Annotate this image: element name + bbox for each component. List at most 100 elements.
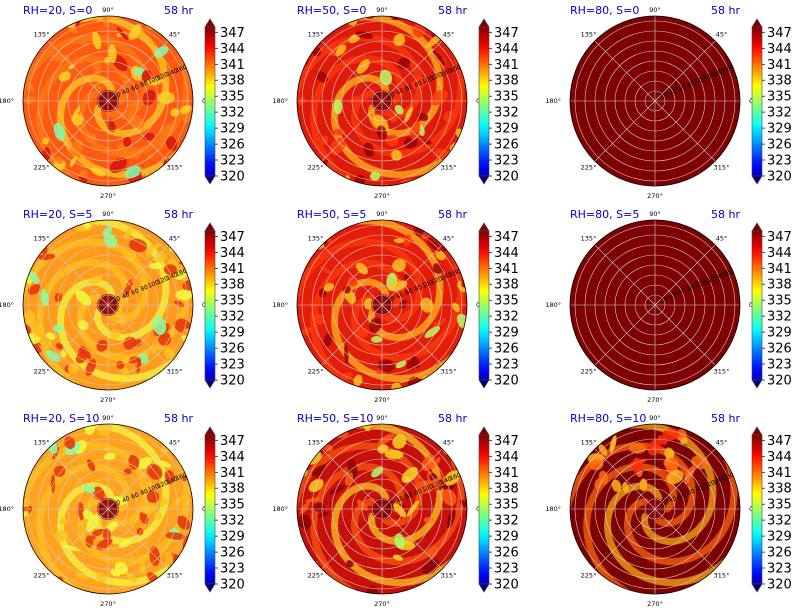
polar-frame (296, 423, 468, 595)
radial-tick-label: 140 (713, 271, 726, 282)
radial-tick-label: 160 (449, 268, 462, 279)
colorbar-tick-label: 332 (767, 106, 792, 121)
radial-tick-label: 80 (140, 80, 150, 89)
radial-tick-label: 120 (430, 71, 443, 82)
angle-tick-label: 225° (34, 572, 50, 580)
colorbar-tick-label: 341 (767, 58, 792, 73)
radial-tick-label: 60 (130, 287, 140, 296)
colorbar-bar (478, 26, 490, 177)
colorbar-tick-label: 344 (494, 42, 519, 57)
angle-tick-label: 270° (647, 192, 663, 200)
colorbar-tick-label: 329 (220, 326, 245, 341)
radial-tick-label: 100 (694, 483, 707, 494)
colorbar-tick-label: 338 (494, 482, 519, 497)
polar-frame (569, 423, 741, 595)
radial-tick-label: 60 (130, 491, 140, 500)
radial-tick-label: 140 (166, 67, 179, 78)
colorbar-tick-label: 335 (220, 498, 245, 513)
colorbar-bar (478, 434, 490, 585)
polar-panel-1: 204060801001201401600°45°90°135°180°225°… (0, 4, 245, 200)
angular-gridline (47, 304, 109, 366)
radial-tick-label: 100 (147, 75, 160, 86)
panel-title-left: RH=50, S=0 (297, 4, 366, 17)
polar-frame (22, 423, 194, 595)
colorbar-tick-label: 341 (220, 58, 245, 73)
colorbar-tick-label: 347 (494, 230, 519, 245)
angle-tick-label: 90° (376, 6, 388, 14)
angular-gridline (654, 508, 716, 570)
colorbar-tick-label: 335 (767, 294, 792, 309)
angle-tick-label: 90° (102, 6, 114, 14)
angular-gridline (381, 244, 443, 306)
polar-frame (296, 219, 468, 391)
angular-gridline (594, 40, 656, 102)
colorbar-tick-label: 323 (220, 562, 245, 577)
colorbar-bar (478, 230, 490, 381)
radial-tick-label: 60 (677, 491, 687, 500)
colorbar-tick-label: 344 (767, 450, 792, 465)
colorbar-bar (204, 26, 216, 177)
polar-panel-5: 204060801001201401600°45°90°135°180°225°… (272, 208, 519, 404)
angular-gridline (47, 448, 109, 510)
colorbar-extend-min (204, 583, 216, 593)
angle-tick-label: 315° (167, 572, 183, 580)
angle-tick-label: 45° (443, 31, 455, 39)
angular-gridline (594, 304, 656, 366)
colorbar-tick-label: 338 (767, 74, 792, 89)
angular-gridline (654, 40, 716, 102)
polar-panel-7: 204060801001201401600°45°90°135°180°225°… (0, 412, 245, 608)
colorbar-tick-label: 320 (220, 170, 245, 185)
radial-tick-label: 40 (668, 495, 678, 504)
colorbar-bar (751, 434, 763, 585)
colorbar-extend-max (751, 222, 763, 232)
radial-tick-label: 40 (395, 495, 405, 504)
colorbar-tick-label: 329 (494, 326, 519, 341)
colorbar-tick-label: 320 (767, 578, 792, 593)
colorbar-extend-max (751, 426, 763, 436)
angular-gridline (321, 508, 383, 570)
radial-tick-label: 20 (659, 499, 669, 508)
radial-tick-label: 120 (156, 479, 169, 490)
angle-tick-label: 45° (716, 235, 728, 243)
radial-tick-label: 100 (694, 75, 707, 86)
angular-gridline (47, 508, 109, 570)
radial-tick-label: 80 (687, 80, 697, 89)
colorbar-tick-label: 323 (494, 358, 519, 373)
colorbar-tick-label: 329 (767, 122, 792, 137)
colorbar-tick-label: 320 (494, 170, 519, 185)
colorbar-tick-label: 335 (494, 294, 519, 309)
radial-tick-label: 100 (147, 279, 160, 290)
polar-frame (569, 15, 741, 187)
colorbar-tick-label: 347 (220, 434, 245, 449)
colorbar-bar (751, 26, 763, 177)
angular-gridline (107, 508, 169, 570)
angular-gridline (381, 448, 443, 510)
radial-tick-label: 40 (121, 495, 131, 504)
radial-tick-label: 120 (430, 479, 443, 490)
angle-tick-label: 45° (169, 31, 181, 39)
angle-tick-label: 225° (308, 164, 324, 172)
angle-tick-label: 180° (0, 301, 14, 309)
panel-time-label: 58 hr (711, 412, 740, 425)
radial-tick-label: 140 (440, 475, 453, 486)
angle-tick-label: 135° (34, 235, 50, 243)
radial-tick-label: 140 (440, 67, 453, 78)
radial-tick-label: 40 (121, 291, 131, 300)
colorbar-tick-label: 341 (767, 262, 792, 277)
colorbar-extend-max (204, 18, 216, 28)
angular-gridline (107, 304, 169, 366)
colorbar-tick-label: 338 (220, 482, 245, 497)
angular-gridline (381, 304, 443, 366)
polar-panel-6: 204060801001201401600°45°90°135°180°225°… (545, 208, 792, 404)
angle-tick-label: 225° (34, 164, 50, 172)
colorbar-tick-label: 344 (220, 450, 245, 465)
radial-tick-label: 20 (386, 295, 396, 304)
colorbar-tick-label: 326 (767, 546, 792, 561)
angle-tick-label: 180° (0, 505, 14, 513)
radial-tick-label: 20 (112, 91, 122, 100)
angle-tick-label: 270° (374, 600, 390, 608)
